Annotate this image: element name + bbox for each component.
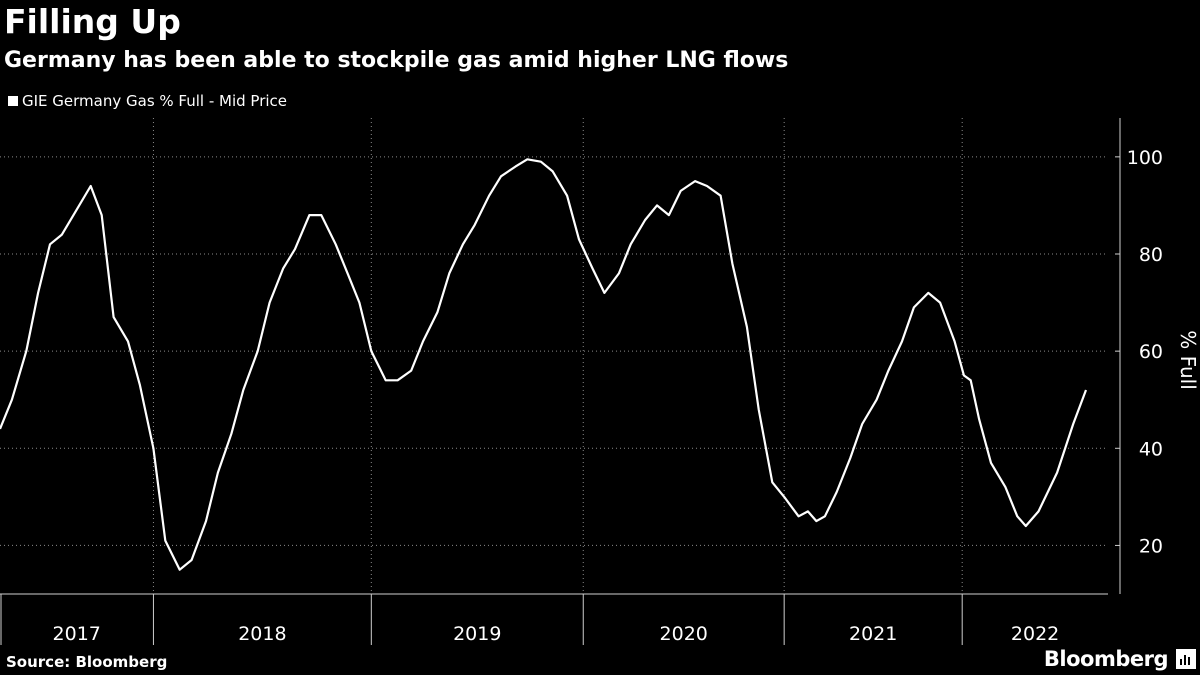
y-tick-label-60: 60 <box>1139 341 1163 363</box>
series-line-0 <box>0 158 1088 571</box>
x-tick-label-2020: 2020 <box>660 623 708 645</box>
brand-wordmark: Bloomberg <box>1043 647 1169 671</box>
legend-swatch <box>8 96 18 106</box>
brand-logo: Bloomberg <box>1044 646 1196 672</box>
x-tick-label-2021: 2021 <box>849 623 897 645</box>
source-note: Source: Bloomberg <box>6 653 168 671</box>
legend: GIE Germany Gas % Full - Mid Price <box>8 90 287 112</box>
y-tick-label-80: 80 <box>1139 244 1163 266</box>
x-tick-label-2018: 2018 <box>238 623 286 645</box>
bloomberg-chart-icon <box>1176 649 1196 669</box>
legend-label: GIE Germany Gas % Full - Mid Price <box>22 92 288 110</box>
chart-subtitle: Germany has been able to stockpile gas a… <box>4 48 789 73</box>
x-tick-label-2019: 2019 <box>453 623 501 645</box>
y-tick-label-100: 100 <box>1127 147 1163 169</box>
x-tick-label-2022: 2022 <box>1011 623 1059 645</box>
chart-title: Filling Up <box>4 2 181 41</box>
y-axis-title: % Full <box>1176 330 1200 390</box>
y-tick-label-20: 20 <box>1139 535 1163 557</box>
x-tick-label-2017: 2017 <box>53 623 101 645</box>
y-tick-label-40: 40 <box>1139 438 1163 460</box>
